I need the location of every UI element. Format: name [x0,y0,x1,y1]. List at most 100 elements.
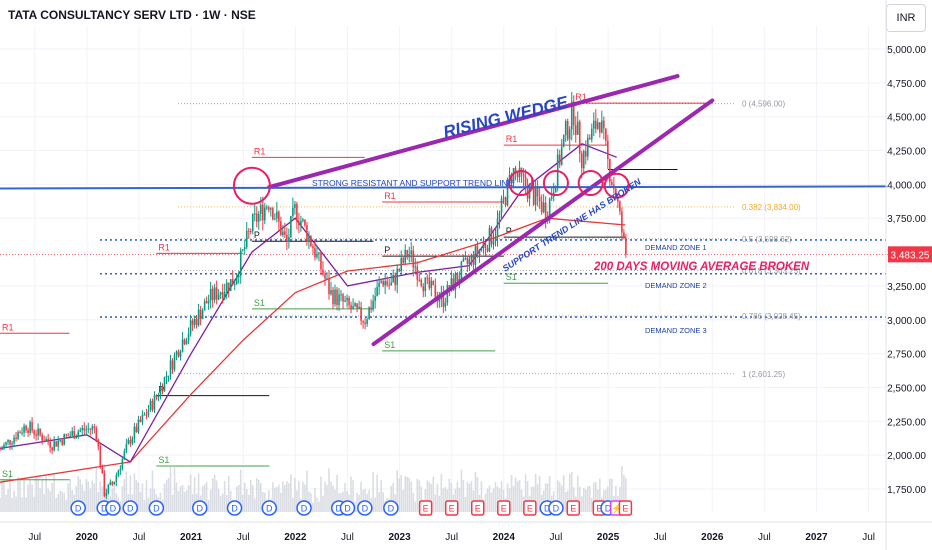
candle [143,412,146,416]
event-marker[interactable]: E [523,500,537,516]
candle-body [400,258,403,272]
event-marker[interactable]: D [122,500,139,516]
event-marker[interactable]: D [548,500,564,516]
candle [67,432,70,437]
candle-body [99,446,102,468]
candle [117,469,120,478]
candle-body [73,431,76,439]
candle-body [15,437,17,440]
candle [163,376,166,392]
candle-body [588,137,591,140]
candle-body [292,207,294,217]
candle-body [49,441,51,448]
event-marker[interactable]: D [148,500,165,516]
candle [233,279,236,291]
candle [47,433,49,446]
candle-body [324,274,326,279]
event-marker[interactable]: E [470,500,485,516]
candle [131,436,134,446]
volume-bar [19,479,21,512]
candle [500,195,503,221]
volume-bar [496,486,499,512]
volume-bar [568,474,571,512]
candle [524,169,527,196]
candle [223,283,226,301]
candle [574,116,577,143]
event-marker[interactable]: E [566,500,581,516]
volume-bar [294,477,296,512]
candle [133,423,136,443]
candle [55,440,57,447]
candle-body [91,426,94,430]
candle [276,201,278,223]
event-marker[interactable]: E [444,500,459,516]
volume-bar [151,470,154,512]
volume-bar [59,490,61,512]
volume-bar [426,480,429,512]
volume-bar [625,477,627,512]
candle-body [161,386,164,392]
x-tick-label: 2024 [493,532,516,543]
event-marker[interactable]: D [105,500,121,516]
candle-body [386,281,388,285]
event-marker[interactable]: D [296,500,312,516]
x-tick-label: Jul [550,532,563,543]
candle [506,177,509,207]
demand-zone-label: DEMAND ZONE 1 [645,243,707,252]
candle [396,264,399,294]
candle [11,440,13,450]
candle [456,271,459,282]
candle [540,194,543,215]
event-marker[interactable]: D [261,500,278,516]
fib-level-label: 0.618 (3,363.25) [742,267,801,276]
event-marker[interactable]: E [497,500,511,516]
candle [504,196,507,208]
event-marker[interactable]: E [618,500,633,516]
volume-bar [436,483,439,512]
candle [458,271,461,289]
event-label: E [570,504,576,514]
candle-body [79,430,82,432]
volume-bar [185,490,188,512]
candle [576,111,579,135]
candle [488,225,491,253]
volume-bar [31,484,33,512]
candle [588,134,591,141]
volume-bar [570,471,573,512]
volume-bar [588,485,591,512]
candle-body [167,375,170,377]
candle [181,332,184,353]
pivot-label: P [158,385,164,395]
volume-bar [253,498,256,512]
candle-body [57,440,59,447]
event-marker[interactable]: D [357,500,373,516]
candle [314,239,316,261]
x-tick-label: 2025 [597,532,620,543]
event-marker[interactable]: D [383,500,399,516]
candle [560,139,563,166]
fib-level-label: 0.786 (3,028.45) [742,312,801,321]
candle [288,228,290,249]
event-marker[interactable]: D [226,500,243,516]
event-marker[interactable]: E [418,500,433,516]
volume-bar [408,477,411,512]
moving-average-line [0,217,626,483]
candle [229,278,232,292]
candle [49,437,51,453]
event-marker[interactable]: D [192,500,208,516]
candle [430,276,433,297]
candle [428,270,431,291]
volume-bar [302,481,304,512]
volume-bar [223,480,226,512]
candle [243,239,246,255]
event-marker[interactable]: D [339,500,356,516]
candle-body [121,458,124,469]
candle [304,219,306,228]
candle [109,479,112,486]
volume-bar [215,480,218,512]
candle [65,433,68,438]
volume-bar [607,486,609,512]
event-marker[interactable]: D [70,500,86,516]
volume-bar [89,488,92,512]
